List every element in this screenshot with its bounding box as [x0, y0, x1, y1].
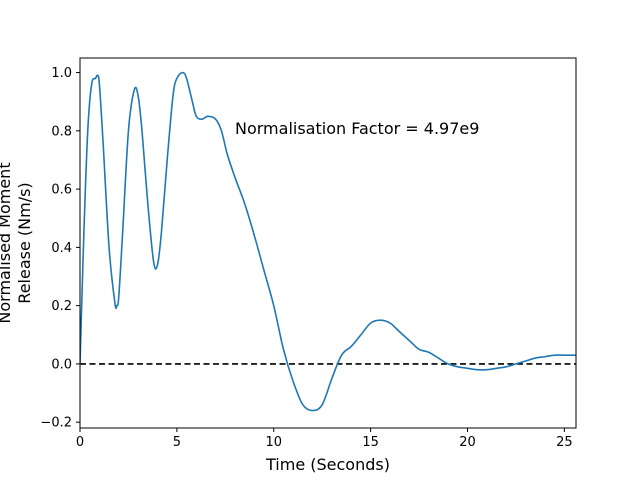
y-axis-label-line-1: Normalised Moment — [0, 162, 14, 323]
y-tick-label: 1.0 — [51, 66, 72, 81]
y-tick-label: 0.8 — [51, 124, 72, 139]
y-axis-label: Normalised Moment Release (Nm/s) — [0, 162, 34, 323]
plot-frame — [79, 57, 577, 429]
x-tick-label: 0 — [76, 435, 84, 450]
moment-release-line-0 — [80, 71, 576, 412]
x-tick-label: 15 — [362, 435, 379, 450]
x-tick-label: 25 — [556, 435, 573, 450]
normalisation-factor-annotation: Normalisation Factor = 4.97e9 — [235, 119, 479, 138]
y-tick-label: 0.4 — [51, 241, 72, 256]
plot-layer — [80, 71, 576, 412]
x-tick-label: 5 — [173, 435, 181, 450]
x-tick-label: 20 — [459, 435, 476, 450]
y-tick-label: 0.2 — [51, 299, 72, 314]
y-tick-label: −0.2 — [40, 416, 72, 431]
y-axis: −0.2 0.0 0.2 0.4 0.6 0.8 1.0 — [40, 66, 80, 431]
x-axis-label: Time (Seconds) — [265, 455, 390, 474]
y-tick-label: 0.0 — [51, 357, 72, 372]
x-axis: 0 5 10 15 20 25 — [76, 428, 573, 450]
x-tick-label: 10 — [265, 435, 282, 450]
y-tick-label: 0.6 — [51, 183, 72, 198]
y-axis-label-line-2: Release (Nm/s) — [15, 182, 34, 303]
